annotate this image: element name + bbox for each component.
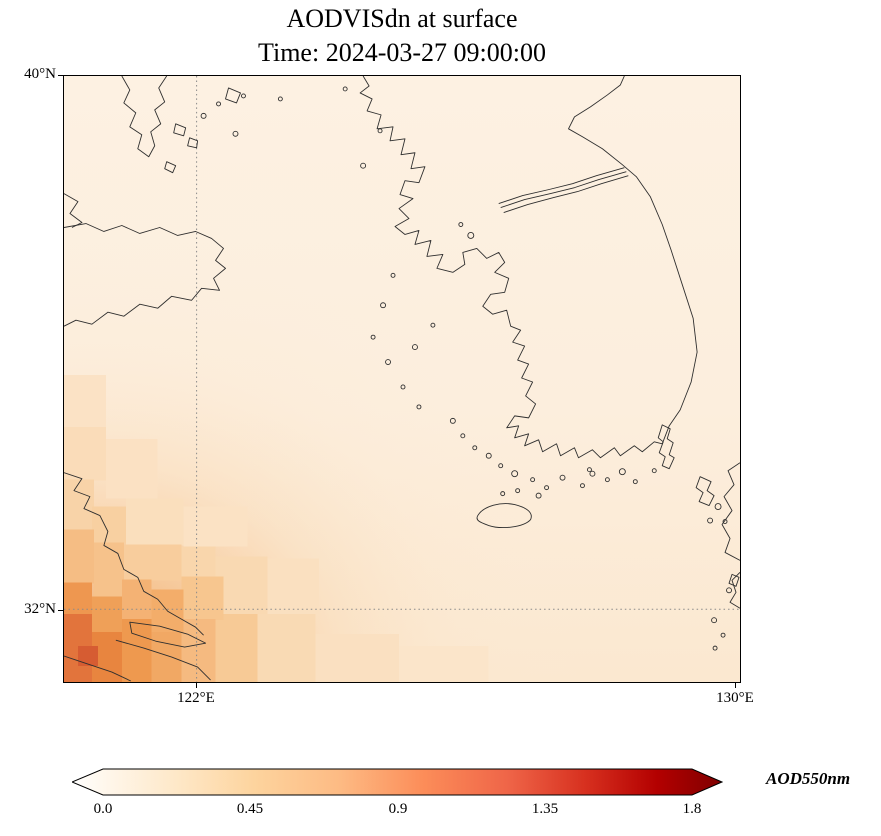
island xyxy=(720,632,726,638)
coastline-kyushu-2 xyxy=(729,572,740,609)
aod-field xyxy=(64,76,740,682)
coastline-hangzhou-bay xyxy=(64,655,131,682)
gridlines xyxy=(64,76,740,682)
island xyxy=(232,130,239,137)
ytick-40n: 40°N xyxy=(24,66,56,82)
island-jeju xyxy=(476,503,532,528)
island-tsushima xyxy=(657,424,675,470)
colorbar-tick: 0.9 xyxy=(388,801,408,817)
island xyxy=(651,468,657,474)
island xyxy=(187,137,199,149)
tickmark-32n xyxy=(58,610,63,611)
coastlines xyxy=(64,76,740,682)
xtick-130e: 130°E xyxy=(716,690,754,706)
island xyxy=(728,573,740,587)
ytick-32n: 32°N xyxy=(24,601,56,617)
tickmark-130e xyxy=(735,683,736,688)
island xyxy=(714,503,722,511)
coastline-korea xyxy=(359,76,698,459)
coastline-liaodong xyxy=(121,76,168,158)
border-line-3 xyxy=(503,175,629,213)
island-chongming xyxy=(129,621,207,648)
island xyxy=(241,93,246,99)
colorbar-label: AOD550nm xyxy=(766,769,851,788)
colorbar-gradient-bar xyxy=(72,768,723,796)
figure-subtitle: Time: 2024-03-27 09:00:00 xyxy=(258,38,546,67)
coastline-shanghai xyxy=(115,639,211,681)
island xyxy=(726,587,732,594)
colorbar xyxy=(72,768,723,796)
island xyxy=(200,112,207,119)
figure-title: AODVISdn at surface xyxy=(286,4,518,33)
island xyxy=(711,617,718,624)
tickmark-122e xyxy=(196,683,197,688)
colorbar-tick: 1.8 xyxy=(682,801,702,817)
island xyxy=(695,476,715,507)
island xyxy=(277,96,283,102)
island xyxy=(707,517,714,524)
colorbar-tick: 1.35 xyxy=(531,801,559,817)
figure-title-block: AODVISdn at surface Time: 2024-03-27 09:… xyxy=(63,2,741,70)
small-islands xyxy=(342,86,638,499)
island xyxy=(164,161,177,174)
island xyxy=(225,87,241,104)
coastline-shandong xyxy=(64,223,226,327)
tickmark-40n xyxy=(58,75,63,76)
aod-field-patches xyxy=(64,375,489,682)
coastline-bohai xyxy=(64,193,83,228)
colorbar-tick: 0.45 xyxy=(236,801,264,817)
coastline-kyushu xyxy=(721,462,740,561)
island xyxy=(712,645,718,651)
border-line-1 xyxy=(498,167,625,205)
map-svg xyxy=(64,76,740,682)
colorbar-tick: 0.0 xyxy=(93,801,113,817)
island xyxy=(173,123,187,137)
border-line-2 xyxy=(500,171,627,208)
island xyxy=(722,519,728,524)
island xyxy=(216,101,221,107)
coastline-jiangsu xyxy=(64,472,204,636)
map-plot xyxy=(63,75,741,683)
xtick-122e: 122°E xyxy=(177,690,215,706)
colorbar-svg xyxy=(72,768,723,796)
